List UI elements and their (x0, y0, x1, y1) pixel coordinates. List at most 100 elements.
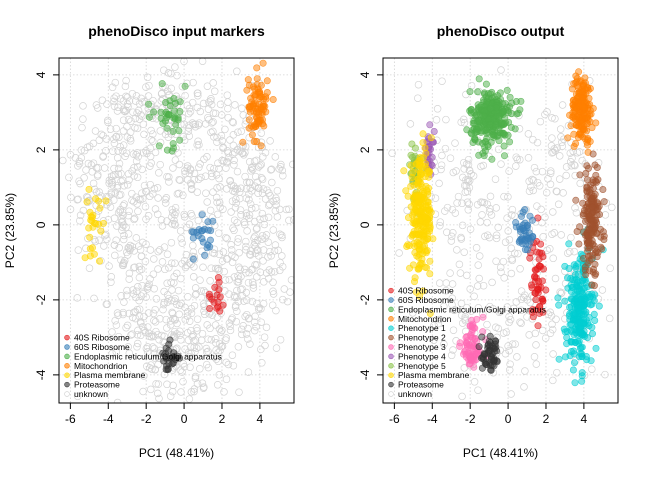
point-unknown (247, 266, 256, 274)
legend-marker-40s-ribosome (64, 334, 70, 341)
point-phenotype-3 (468, 321, 476, 329)
point-unknown (267, 165, 276, 174)
point-phenotype-2 (597, 233, 605, 241)
point-unknown (100, 164, 109, 172)
point-unknown (513, 155, 522, 164)
point-endoplasmic-reticulum-golgi-apparatus (500, 120, 508, 128)
point-unknown (149, 96, 157, 105)
point-unknown (169, 164, 177, 172)
y-tick-label: -2 (34, 294, 48, 305)
point-unknown (229, 361, 238, 370)
point-unknown (571, 204, 579, 212)
point-unknown (213, 184, 221, 192)
point-unknown (388, 149, 396, 157)
point-unknown (488, 278, 496, 287)
point-phenotype-1 (595, 302, 603, 310)
point-unknown (246, 178, 254, 187)
point-unknown (227, 208, 235, 216)
point-phenotype-1 (574, 270, 582, 278)
point-unknown (506, 360, 514, 368)
point-unknown (190, 385, 199, 393)
point-unknown (160, 287, 168, 296)
y-tick-label: 0 (358, 221, 372, 228)
point-unknown (441, 144, 450, 153)
point-unknown (163, 324, 171, 332)
point-unknown (565, 247, 574, 256)
point-unknown (262, 323, 271, 332)
point-unknown (467, 307, 476, 315)
point-unknown (459, 115, 468, 124)
point-unknown (183, 261, 191, 270)
point-unknown (226, 136, 234, 144)
point-unknown (559, 189, 567, 197)
point-plasma-membrane (419, 154, 427, 162)
point-unknown (135, 100, 144, 108)
point-unknown (209, 118, 217, 126)
point-unknown (177, 336, 185, 344)
point-unknown (128, 189, 136, 198)
point-unknown (197, 287, 205, 295)
point-unknown (470, 292, 478, 301)
point-unknown (225, 275, 234, 284)
point-unknown (449, 326, 458, 334)
point-unknown (226, 177, 234, 185)
point-unknown (97, 130, 106, 139)
legend-label-40s-ribosome: 40S Ribosome (74, 333, 130, 343)
point-unknown (486, 302, 494, 311)
point-mitochondrion (243, 86, 251, 94)
point-40s-ribosome (531, 289, 539, 297)
point-unknown (464, 160, 473, 169)
point-unknown (441, 207, 449, 215)
point-unknown (438, 77, 446, 85)
point-unknown (231, 253, 239, 261)
point-plasma-membrane (419, 250, 427, 258)
point-phenotype-2 (583, 162, 591, 170)
point-unknown (137, 110, 145, 119)
point-endoplasmic-reticulum-golgi-apparatus (166, 102, 174, 110)
point-unknown (268, 178, 276, 187)
point-unknown (449, 168, 458, 177)
point-plasma-membrane (426, 270, 434, 278)
point-unknown (120, 231, 128, 240)
point-mitochondrion (244, 76, 252, 84)
point-unknown (548, 134, 556, 142)
point-unknown (243, 178, 251, 187)
point-unknown (133, 330, 142, 339)
point-unknown (125, 349, 134, 357)
point-unknown (190, 337, 198, 345)
point-unknown (403, 206, 411, 215)
point-unknown (508, 340, 517, 348)
point-unknown (461, 313, 469, 321)
point-endoplasmic-reticulum-golgi-apparatus (470, 109, 478, 117)
point-unknown (194, 137, 202, 146)
point-40s-ribosome (532, 296, 540, 304)
point-unknown (255, 184, 263, 193)
point-unknown (269, 290, 278, 298)
point-unknown (114, 311, 122, 320)
legend-marker-endoplasmic-reticulum-golgi-apparatus (388, 306, 394, 313)
point-endoplasmic-reticulum-golgi-apparatus (159, 119, 167, 127)
point-unknown (238, 149, 246, 157)
point-unknown (588, 365, 596, 373)
point-endoplasmic-reticulum-golgi-apparatus (506, 93, 514, 101)
point-unknown (233, 286, 241, 295)
point-40s-ribosome (536, 302, 544, 310)
point-unknown (252, 261, 261, 269)
point-unknown (194, 175, 203, 184)
point-unknown (234, 343, 243, 351)
point-unknown (207, 264, 215, 272)
point-unknown (216, 183, 224, 191)
point-unknown (168, 387, 177, 396)
point-endoplasmic-reticulum-golgi-apparatus (481, 147, 489, 155)
y-tick-label: 4 (358, 71, 372, 78)
point-unknown (254, 252, 263, 260)
point-endoplasmic-reticulum-golgi-apparatus (494, 132, 502, 140)
point-unknown (227, 241, 235, 249)
x-tick-label: 0 (505, 412, 512, 426)
point-unknown (273, 213, 282, 221)
point-unknown (160, 66, 168, 74)
point-unknown (220, 388, 228, 396)
point-unknown (154, 194, 162, 202)
point-unknown (146, 192, 154, 201)
point-unknown (505, 312, 513, 321)
